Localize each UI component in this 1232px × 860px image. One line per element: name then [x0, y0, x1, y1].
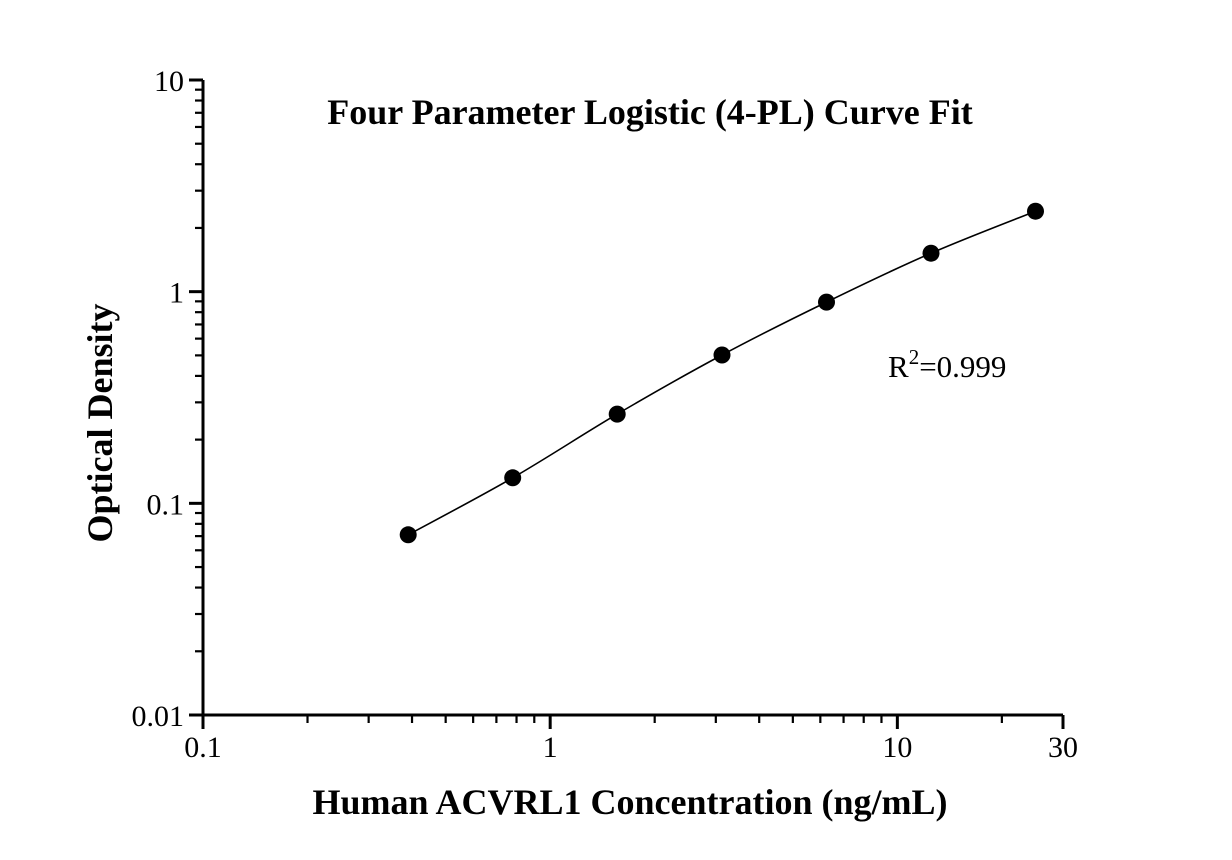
x-tick-label: 30 — [1048, 731, 1078, 764]
r-squared-annotation: R2=0.999 — [888, 345, 1006, 384]
chart-title: Four Parameter Logistic (4-PL) Curve Fit — [327, 92, 973, 132]
data-points — [399, 202, 1044, 544]
data-point — [713, 346, 731, 364]
axis-lines — [201, 80, 1063, 717]
data-point — [922, 244, 940, 262]
data-point — [399, 526, 417, 544]
data-point — [608, 405, 626, 423]
x-axis-label: Human ACVRL1 Concentration (ng/mL) — [312, 782, 947, 822]
data-point — [818, 293, 835, 311]
axes — [201, 80, 1063, 717]
y-tick-label: 1 — [169, 277, 184, 310]
axis-ticks — [189, 78, 1065, 729]
data-point — [504, 469, 522, 487]
x-tick-label: 10 — [882, 731, 912, 764]
y-tick-label: 0.01 — [132, 700, 185, 733]
y-tick-label: 0.1 — [147, 488, 185, 521]
y-tick-label: 10 — [154, 65, 184, 98]
x-tick-label: 0.1 — [184, 731, 222, 764]
x-tick-label: 1 — [543, 731, 558, 764]
y-axis-label: Optical Density — [80, 304, 120, 543]
data-point — [1027, 202, 1044, 220]
